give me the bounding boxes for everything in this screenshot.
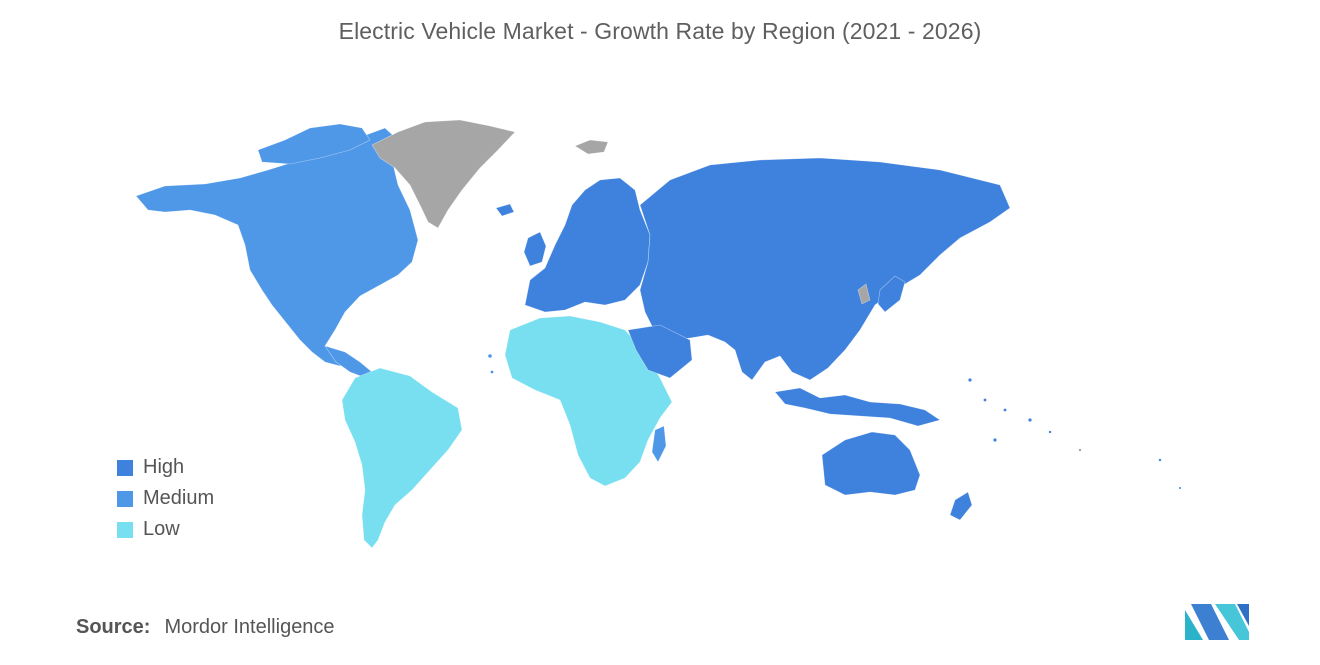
region-south-america: [341, 367, 463, 549]
source-line: Source: Mordor Intelligence: [76, 616, 335, 639]
legend-swatch-low: [117, 521, 133, 538]
legend-item-high: High: [117, 452, 214, 483]
region-africa: [504, 315, 673, 487]
source-label: Source:: [76, 616, 151, 638]
region-pacific-islands: [488, 354, 1181, 489]
mordor-intelligence-logo-icon: [1185, 604, 1249, 640]
region-europe: [524, 177, 651, 313]
region-arabian-peninsula: [627, 324, 693, 379]
region-north-america-arctic-islands: [257, 123, 371, 165]
legend-label-high: High: [143, 456, 185, 478]
region-madagascar: [651, 425, 667, 463]
legend-label-medium: Medium: [143, 487, 215, 509]
region-greenland: [371, 119, 516, 229]
legend-item-low: Low: [117, 514, 214, 545]
region-asia: [639, 157, 1011, 381]
region-australia: [821, 431, 921, 496]
legend-swatch-high: [117, 459, 133, 476]
legend-label-low: Low: [143, 518, 180, 540]
chart-title: Electric Vehicle Market - Growth Rate by…: [338, 18, 982, 44]
region-new-zealand: [949, 491, 973, 521]
legend-item-medium: Medium: [117, 483, 214, 514]
region-north-america-mainland: [135, 127, 419, 367]
region-uk-ireland: [523, 231, 547, 267]
region-southeast-asia-islands: [774, 387, 941, 427]
map-legend: High Medium Low: [117, 452, 214, 545]
legend-swatch-medium: [117, 490, 133, 507]
region-svalbard: [574, 139, 609, 155]
source-value: Mordor Intelligence: [164, 616, 335, 638]
region-korea: [857, 283, 871, 305]
region-japan: [877, 275, 906, 313]
region-iceland: [495, 203, 515, 217]
region-north-america: [135, 123, 419, 379]
